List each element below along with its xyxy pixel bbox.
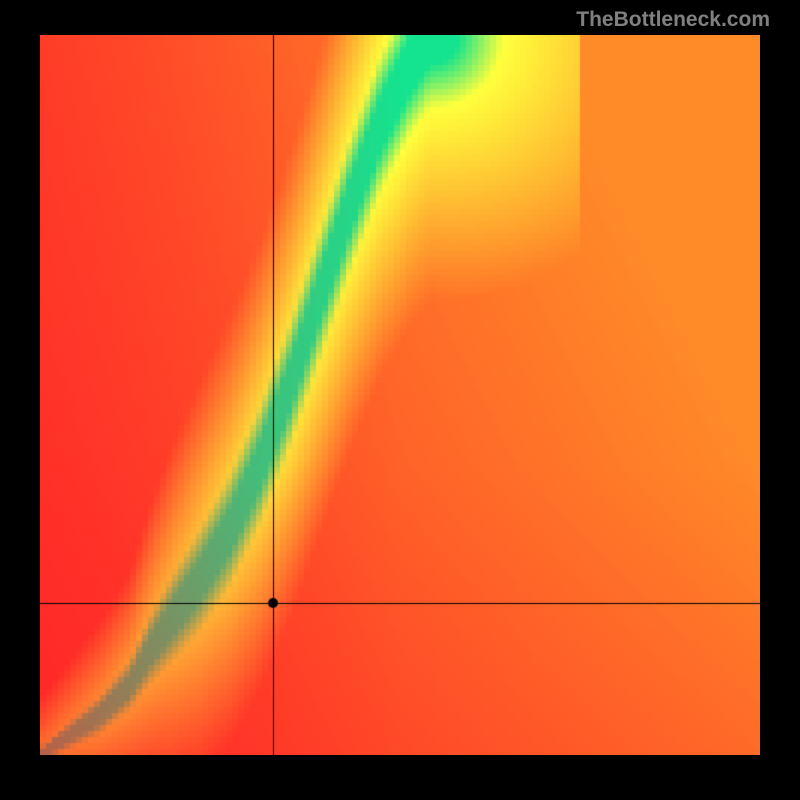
heatmap-canvas [40,35,760,755]
heatmap-plot [40,35,760,755]
watermark-text: TheBottleneck.com [576,8,770,32]
